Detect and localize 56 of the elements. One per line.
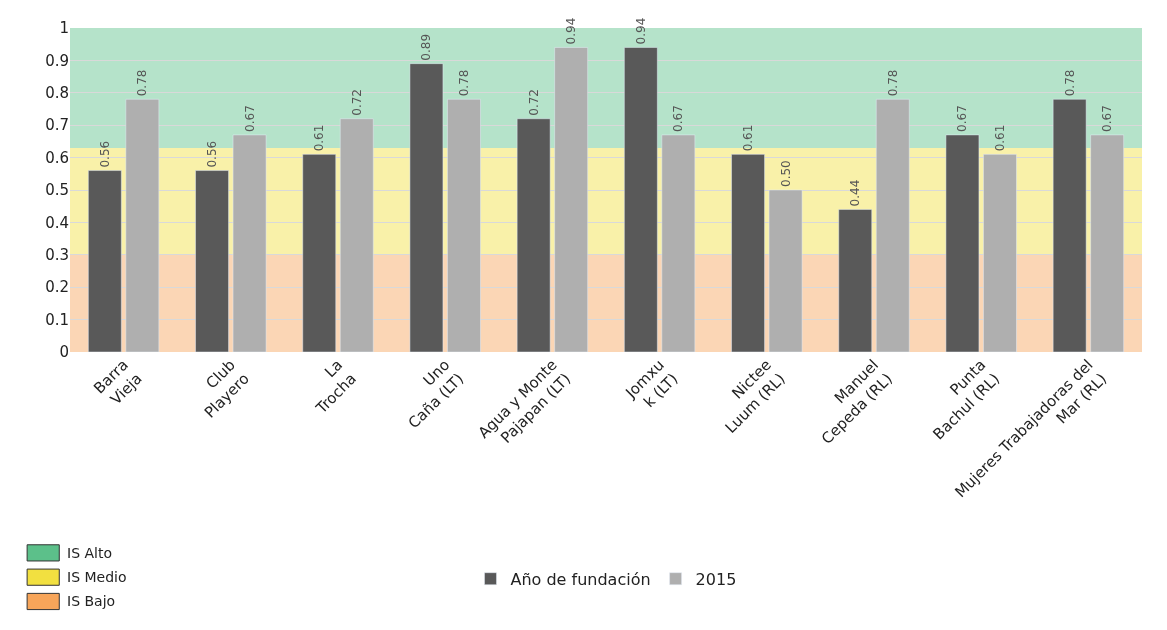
bar	[838, 209, 872, 352]
y-tick-label: 1	[59, 19, 69, 38]
data-label: 0.89	[419, 33, 434, 61]
y-tick-label: 0.8	[45, 84, 69, 103]
y-tick-label: 0.1	[45, 310, 69, 329]
bar	[516, 118, 551, 352]
y-tick-label: 0.3	[45, 246, 69, 265]
y-tick-label: 0.9	[45, 51, 69, 70]
data-label: 0.56	[205, 140, 220, 168]
data-label: 0.67	[955, 105, 970, 132]
bar	[1090, 134, 1124, 352]
data-label: 0.72	[349, 89, 364, 116]
data-label: 0.67	[1100, 105, 1115, 132]
data-label: 0.78	[135, 69, 150, 97]
data-label: 0.72	[526, 89, 541, 116]
data-label: 0.67	[242, 105, 257, 132]
y-tick-label: 0.4	[45, 213, 69, 232]
data-label: 0.61	[741, 124, 756, 152]
y-tick-label: 0.6	[45, 148, 69, 167]
y-tick-label: 0.7	[45, 116, 69, 135]
data-label: 0.56	[97, 140, 112, 168]
legend-label: IS Bajo	[67, 593, 116, 609]
bar	[88, 170, 122, 352]
bar	[447, 99, 481, 352]
bar	[661, 134, 696, 352]
bar	[624, 47, 658, 352]
data-label: 0.94	[564, 17, 579, 45]
data-label: 0.78	[1062, 69, 1077, 97]
legend-label: IS Medio	[67, 569, 127, 585]
bar	[945, 134, 980, 352]
bar	[983, 154, 1017, 352]
bar	[195, 170, 229, 352]
bar	[125, 99, 160, 352]
y-tick-label: 0.5	[45, 181, 69, 200]
data-label: 0.50	[778, 160, 793, 187]
y-tick-label: 0.2	[45, 278, 69, 297]
data-label: 0.61	[992, 124, 1007, 152]
legend-label: 2015	[695, 569, 737, 589]
bar	[731, 154, 765, 352]
data-label: 0.67	[671, 105, 686, 132]
bar	[876, 99, 910, 352]
bar	[768, 189, 803, 352]
data-label: 0.94	[633, 17, 648, 45]
legend-label: Año de fundación	[510, 569, 651, 589]
bar	[409, 63, 444, 352]
bar	[302, 154, 336, 352]
data-label: 0.61	[312, 124, 327, 152]
bar	[232, 134, 267, 352]
bar	[1052, 99, 1087, 352]
data-label: 0.78	[885, 69, 900, 97]
legend-label: IS Alto	[67, 545, 112, 561]
bar	[340, 118, 374, 352]
data-label: 0.44	[848, 179, 863, 207]
data-label: 0.78	[456, 69, 471, 97]
bar	[554, 47, 588, 352]
y-tick-label: 0	[59, 343, 69, 362]
